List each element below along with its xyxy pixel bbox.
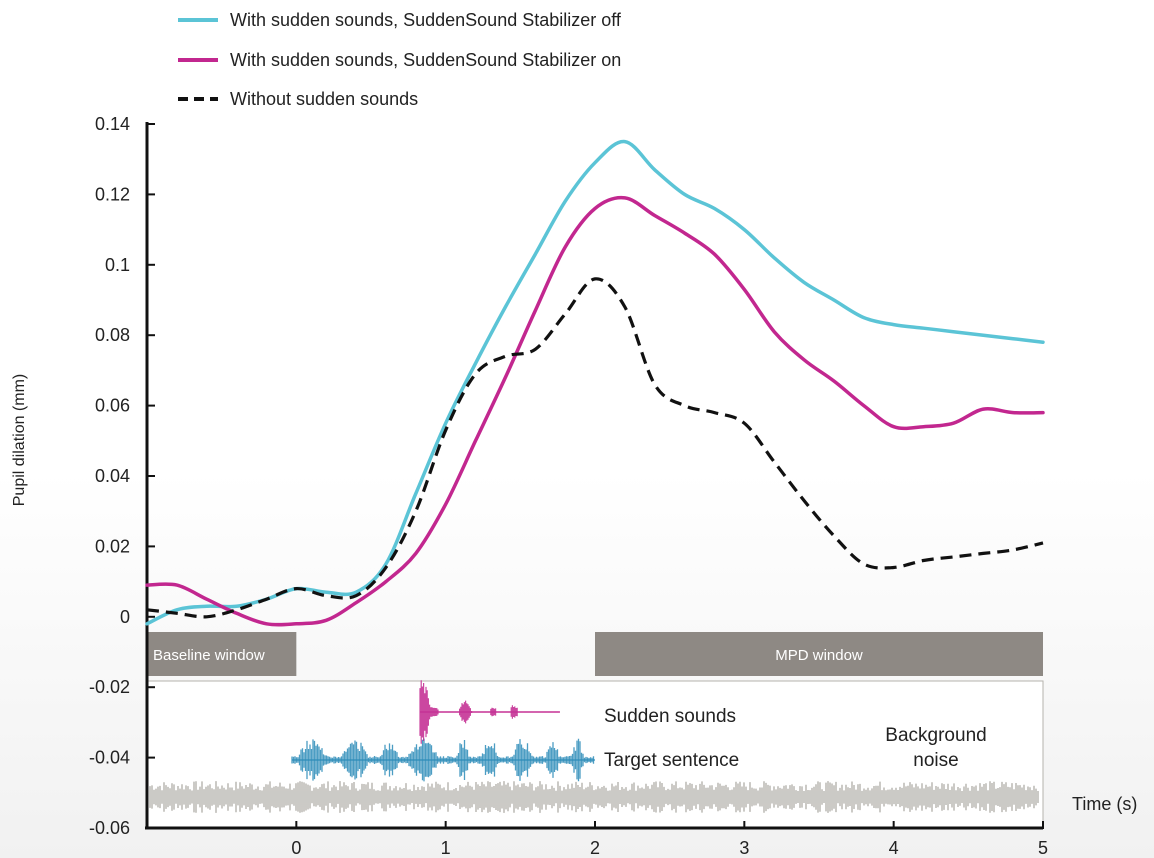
legend-item-on: With sudden sounds, SuddenSound Stabiliz… [178,50,621,70]
y-tick-label: 0 [120,607,130,627]
series-line-without-sudden [146,277,1044,619]
y-tick-label: 0.04 [95,466,130,486]
mpd-window-label: MPD window [775,647,863,664]
series-line-stabilizer-off [145,139,1045,626]
y-tick-label: -0.02 [89,677,130,697]
legend-label-off: With sudden sounds, SuddenSound Stabiliz… [230,10,622,30]
sudden-sounds-waveform [419,680,560,744]
x-tick-label: 1 [441,838,451,858]
x-ticks: 0 1 2 3 4 5 [291,821,1048,858]
series-line-stabilizer-on [145,195,1045,627]
sudden-sounds-label: Sudden sounds [604,706,736,727]
y-tick-label: 0.02 [95,536,130,556]
x-tick-label: 5 [1038,838,1048,858]
legend-item-off: With sudden sounds, SuddenSound Stabiliz… [178,10,622,30]
sound-panel: Sudden sounds Target sentence Background… [146,680,1044,828]
series-lines [145,139,1045,627]
y-axis-title: Pupil dilation (mm) [11,374,28,506]
y-tick-label: 0.14 [95,114,130,134]
target-sentence-waveform [291,738,595,782]
background-noise-label-line2: noise [913,750,958,771]
legend-item-without: Without sudden sounds [178,89,418,109]
baseline-window-bar [147,632,297,676]
x-tick-label: 4 [889,838,899,858]
y-tick-label: 0.1 [105,255,130,275]
y-tick-label: 0.06 [95,396,130,416]
y-tick-label: 0.12 [95,184,130,204]
y-ticks: 0.14 0.12 0.1 0.08 0.06 0.04 0.02 0 -0.02 -0.04 -0… [89,114,155,838]
background-noise-label-line1: Background [885,725,986,746]
baseline-window-label: Baseline window [153,647,265,664]
x-tick-label: 0 [291,838,301,858]
target-sentence-label: Target sentence [604,750,739,771]
y-tick-label: -0.06 [89,818,130,838]
legend-label-without: Without sudden sounds [230,89,418,109]
legend-label-on: With sudden sounds, SuddenSound Stabiliz… [230,50,621,70]
analysis-windows: Baseline window MPD window [147,632,1043,676]
noise-waveform-trace [149,781,1039,813]
mpd-window-bar [595,632,1043,676]
x-tick-label: 2 [590,838,600,858]
x-tick-label: 3 [739,838,749,858]
x-axis-title: Time (s) [1072,794,1137,814]
legend: With sudden sounds, SuddenSound Stabiliz… [178,10,622,109]
y-tick-label: 0.08 [95,325,130,345]
background-noise-waveform [149,781,1039,813]
y-tick-label: -0.04 [89,748,130,768]
